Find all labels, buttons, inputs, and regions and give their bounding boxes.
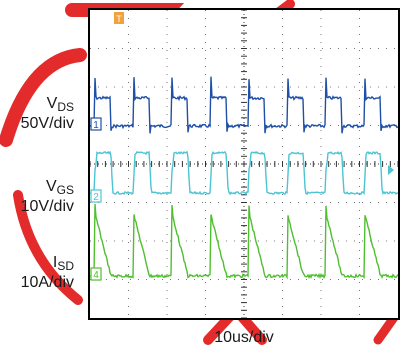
vds-scale: 50V/div [20, 115, 74, 132]
channel-marker-label: 2 [93, 192, 99, 203]
channel-marker-2 [90, 189, 102, 203]
channel-marker-label: 4 [93, 270, 99, 281]
oscilloscope-screen: 1 2 4 T [88, 8, 400, 320]
watermark-stroke [373, 311, 400, 345]
watermark-stroke [13, 190, 83, 305]
vgs-label: VGS [45, 178, 74, 197]
trigger-level-arrow [388, 165, 394, 175]
trigger-marker-label: T [116, 14, 122, 24]
isd-trace [90, 203, 398, 280]
isd-label: ISD [52, 254, 74, 273]
watermark-stroke [0, 48, 87, 147]
x-axis-label: 10us/div [214, 329, 274, 346]
vds-label: VDS [46, 95, 74, 114]
channel-marker-1 [90, 117, 102, 131]
trigger-marker [114, 12, 124, 24]
waveform-plot: 1 2 4 T [90, 10, 398, 318]
vgs-scale: 10V/div [20, 198, 74, 215]
channel-marker-label: 1 [93, 120, 99, 131]
vds-trace [90, 76, 398, 134]
isd-scale: 10A/div [20, 274, 74, 291]
channel-marker-4 [90, 267, 102, 281]
vgs-trace [90, 150, 398, 196]
